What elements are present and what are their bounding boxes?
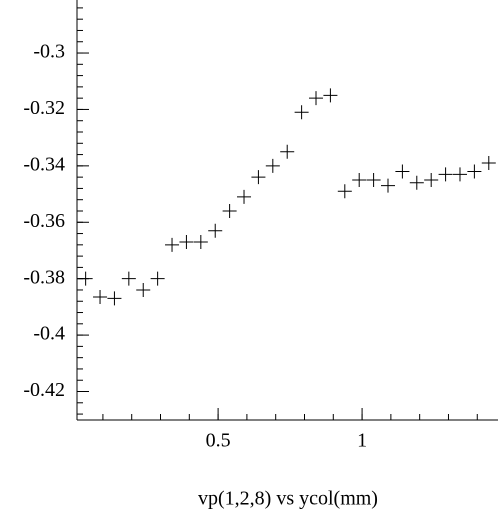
point [467,164,482,179]
point [337,184,352,199]
x-tick-label: 1 [357,430,367,452]
point [93,290,108,305]
point [237,189,252,204]
x-axis-label: vp(1,2,8) vs ycol(mm) [198,488,378,510]
point [395,164,410,179]
point [352,172,367,187]
point [481,156,496,171]
point [323,88,338,103]
y-tick-label: -0.34 [23,153,65,175]
y-tick-label: -0.42 [23,379,65,401]
point [251,170,266,185]
y-tick-label: -0.38 [23,266,65,288]
point [309,91,324,106]
point [280,144,295,159]
point [222,203,237,218]
point [136,282,151,297]
point [179,235,194,250]
point [380,178,395,193]
y-tick-label: -0.4 [33,323,65,345]
point [107,291,122,306]
point [452,167,467,182]
point [165,237,180,252]
y-tick-label: -0.3 [33,41,65,63]
point [121,271,136,286]
point [366,172,381,187]
point [78,271,93,286]
point [294,105,309,120]
point [409,175,424,190]
x-tick-label: 0.5 [206,430,231,452]
point [438,167,453,182]
point [150,271,165,286]
point [193,235,208,250]
point [208,223,223,238]
y-tick-label: -0.36 [23,210,65,232]
y-tick-label: -0.32 [23,97,65,119]
point [265,158,280,173]
point [424,172,439,187]
